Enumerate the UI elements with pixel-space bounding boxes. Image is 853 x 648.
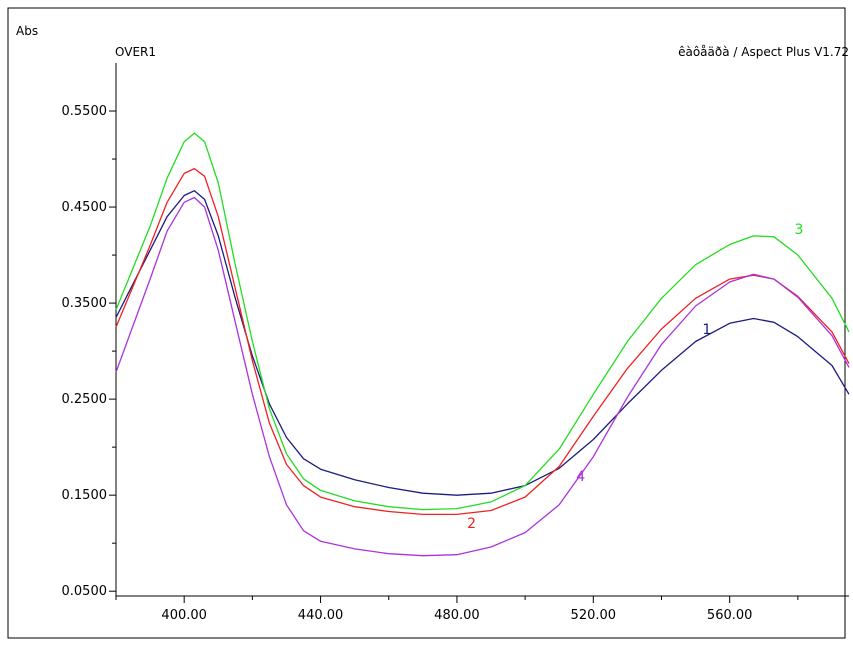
x-tick-label: 480.00 [434, 608, 480, 623]
y-tick-label: 0.4500 [62, 200, 108, 215]
x-tick-label: 440.00 [298, 608, 344, 623]
series-line-1 [115, 190, 850, 496]
x-tick-label: 560.00 [707, 608, 753, 623]
software-title: êàôåäðà / Aspect Plus V1.72 [678, 45, 849, 59]
axes: 0.0500 0.1500 0.2500 0.3500 0.4500 0.5500 400.… [62, 104, 799, 623]
y-tick-label: 0.3500 [62, 296, 108, 311]
series-label-4: 4 [576, 469, 585, 485]
series-line-3 [115, 132, 850, 511]
series-label-1: 1 [702, 322, 711, 338]
series-line-4 [115, 196, 850, 557]
x-tick-label: 400.00 [161, 608, 207, 623]
y-tick-label: 0.0500 [62, 584, 108, 599]
y-tick-label: 0.2500 [62, 392, 108, 407]
sample-name: OVER1 [115, 45, 156, 59]
x-tick-label: 520.00 [571, 608, 617, 623]
y-axis-label: Abs [16, 24, 38, 38]
series-label-3: 3 [794, 222, 803, 238]
series-line-2 [115, 167, 850, 516]
y-tick-label: 0.1500 [62, 488, 108, 503]
y-tick-label: 0.5500 [62, 104, 108, 119]
series-labels: 1 2 3 4 [467, 222, 803, 532]
series-label-2: 2 [467, 516, 476, 532]
series-layer [115, 132, 850, 557]
